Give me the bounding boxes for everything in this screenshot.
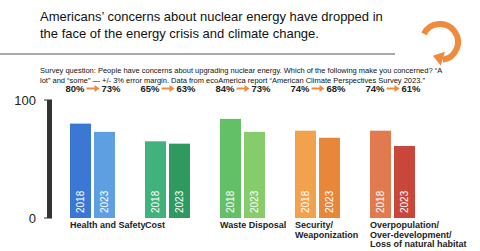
bar-series-label: 2018 (300, 190, 311, 213)
label-arrow-head (245, 85, 250, 92)
bar-series-label: 2018 (375, 190, 386, 213)
label-arrow-head (95, 85, 100, 92)
y-tick (44, 218, 52, 219)
y-tick-label: 100 (14, 93, 36, 108)
category-label-line: Over-development/ (370, 230, 452, 240)
bar-series-label: 2018 (225, 190, 236, 213)
category-label: Health and Safety (70, 220, 146, 230)
data-label: 74% (365, 83, 385, 94)
bar (145, 141, 166, 218)
category-label-line: Waste Disposal (220, 220, 286, 230)
bar (370, 131, 391, 218)
bar (394, 146, 415, 218)
bar (169, 144, 190, 218)
y-tick-label: 0 (29, 211, 36, 226)
label-arrow-head (320, 85, 325, 92)
bar-series-label: 2023 (174, 190, 185, 213)
category-label: Waste Disposal (220, 220, 286, 230)
data-label: 68% (327, 83, 347, 94)
bar-series-label: 2023 (399, 190, 410, 213)
label-arrow (237, 88, 246, 90)
category-label-line: Security/ (295, 220, 334, 230)
rule (0, 53, 395, 54)
label-arrow (387, 88, 396, 90)
data-label: 61% (402, 83, 422, 94)
data-label: 80% (65, 83, 85, 94)
bar (295, 131, 316, 218)
label-arrow-head (170, 85, 175, 92)
bar (94, 132, 115, 218)
category-label-line: Loss of natural habitat (370, 239, 467, 249)
bar (220, 119, 241, 218)
label-arrow-head (395, 85, 400, 92)
bar (319, 138, 340, 218)
bar-series-label: 2023 (99, 190, 110, 213)
bar (244, 132, 265, 218)
labels: 2018 2023 80% 73% Health and Safety 2018 2023 6… (65, 83, 466, 249)
label-arrow (162, 88, 171, 90)
category-label: Cost (145, 220, 165, 230)
category-label: Overpopulation/Over-development/Loss of … (370, 220, 467, 249)
bar-series-label: 2018 (150, 190, 161, 213)
bar-series-label: 2023 (324, 190, 335, 213)
bars (70, 119, 415, 218)
bar (70, 124, 91, 218)
data-label: 74% (290, 83, 310, 94)
data-label: 73% (102, 83, 122, 94)
data-label: 65% (140, 83, 160, 94)
data-label: 84% (215, 83, 235, 94)
y-tick (44, 100, 52, 101)
arrow-icon-head (433, 52, 445, 66)
category-label-line: Overpopulation/ (370, 220, 440, 230)
data-label: 63% (177, 83, 197, 94)
y-axis (47, 100, 52, 218)
category-label-line: Health and Safety (70, 220, 146, 230)
data-label: 73% (252, 83, 272, 94)
bar-series-label: 2018 (75, 190, 86, 213)
bar-series-label: 2023 (249, 190, 260, 213)
category-label-line: Cost (145, 220, 165, 230)
category-label-line: Weaponization (295, 230, 358, 240)
title: Americans’ concerns about nuclear energy… (40, 8, 400, 42)
label-arrow (312, 88, 321, 90)
label-arrow (87, 88, 96, 90)
category-label: Security/Weaponization (295, 220, 358, 240)
